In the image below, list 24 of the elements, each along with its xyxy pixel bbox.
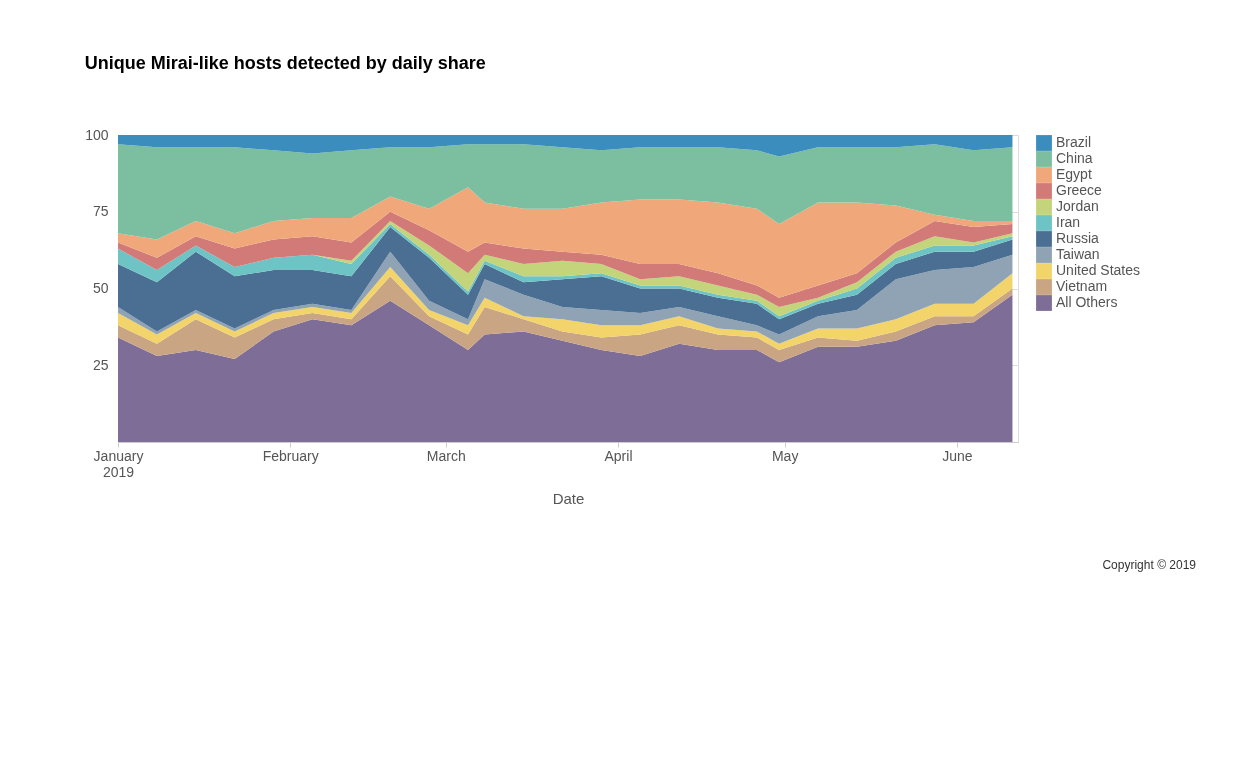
x-tick-label: June [942, 447, 973, 464]
y-tick-label: 75 [92, 203, 109, 220]
legend-label: Greece [1056, 182, 1103, 198]
x-tick-label: February [262, 447, 319, 464]
legend-label: Vietnam [1056, 278, 1108, 294]
legend-label: China [1056, 150, 1093, 166]
x-tick-label: May [771, 447, 799, 464]
legend-label: United States [1056, 262, 1141, 278]
legend-label: Brazil [1056, 134, 1092, 150]
y-tick-label: 100 [85, 126, 109, 143]
legend-label: Russia [1056, 230, 1100, 246]
x-tick-label: April [604, 447, 633, 464]
y-tick-label: 25 [92, 356, 109, 373]
text: Copyright © 2019 [1102, 558, 1197, 572]
legend-label: Egypt [1056, 166, 1092, 182]
legend-label: Taiwan [1056, 246, 1100, 262]
legend-label: Iran [1056, 214, 1081, 230]
x-tick-label: March [426, 447, 466, 464]
legend-label: Jordan [1056, 198, 1099, 214]
chart-title: Unique Mirai-like hosts detected by daily share [84, 53, 486, 73]
x-axis-title: Date [552, 489, 585, 507]
legend-label: All Others [1056, 294, 1118, 310]
y-tick-label: 50 [92, 280, 109, 296]
x-tick-label: January 2019 [93, 447, 144, 480]
